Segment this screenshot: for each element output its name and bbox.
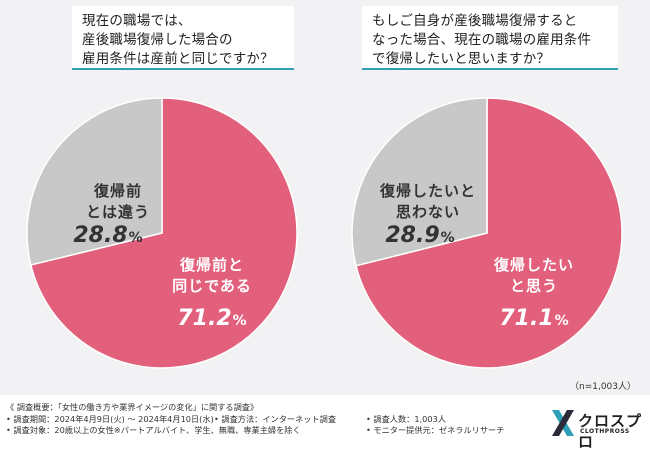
question-line: もしご自身が産後職場復帰すると <box>372 13 578 29</box>
slice-value-label: 28.8% <box>73 223 142 248</box>
slice-label: 復帰したいと <box>379 182 476 200</box>
question-line: 雇用条件は産前と同じですか？ <box>82 51 274 67</box>
question-box-right: もしご自身が産後職場復帰すると なった場合、現在の職場の雇用条件 で復帰したいと… <box>362 6 618 70</box>
question-line: で復帰したいと思いますか？ <box>372 51 551 67</box>
logo-name: クロスプロ <box>578 412 643 451</box>
survey-title: 《 調査概要：「女性の働き方や業界イメージの変化」に関する調査》 <box>6 402 259 412</box>
survey-target: • 調査対象：20歳以上の女性※パートアルバイト、学生、無職、専業主婦を除く <box>6 425 301 435</box>
survey-provider: • モニター提供元：ゼネラルリサーチ <box>366 425 505 435</box>
logo-sub: CLOTHPROSS <box>580 428 630 435</box>
survey-period: • 調査期間：2024年4月9日(火) ～ 2024年4月10日(水) <box>6 413 214 424</box>
survey-count: • 調査人数：1,003人 <box>366 413 446 424</box>
question-line: なった場合、現在の職場の雇用条件 <box>372 32 592 48</box>
slice-value-label: 28.9% <box>385 223 454 248</box>
slice-label: 思わない <box>396 203 460 221</box>
slice-label: 復帰前と <box>179 256 244 274</box>
slice-label: 復帰したい <box>493 256 574 274</box>
sample-size-note: （n=1,003人） <box>569 382 636 392</box>
question-line: 産後職場復帰した場合の <box>82 32 233 48</box>
pie-slice <box>29 97 298 369</box>
pie-slice <box>26 97 163 266</box>
pie-slice <box>351 97 488 267</box>
brand-logo: クロスプロ CLOTHPROSS <box>550 408 645 451</box>
slice-label: とは違う <box>86 203 150 221</box>
logo-mark-icon <box>552 410 574 436</box>
survey-method: • 調査方法：インターネット調査 <box>214 413 337 424</box>
survey-footer: 《 調査概要：「女性の働き方や業界イメージの変化」に関する調査》 • 調査期間：… <box>6 402 504 437</box>
question-line: 現在の職場では、 <box>82 13 192 29</box>
slice-value-label: 71.2% <box>177 306 246 331</box>
question-box-left: 現在の職場では、 産後職場復帰した場合の 雇用条件は産前と同じですか？ <box>72 6 294 70</box>
slice-label: 同じである <box>172 277 252 295</box>
pie-slice <box>355 97 623 369</box>
slice-value-label: 71.1% <box>499 306 568 331</box>
slice-label: 復帰前 <box>93 182 142 200</box>
slice-label: と思う <box>510 277 558 295</box>
